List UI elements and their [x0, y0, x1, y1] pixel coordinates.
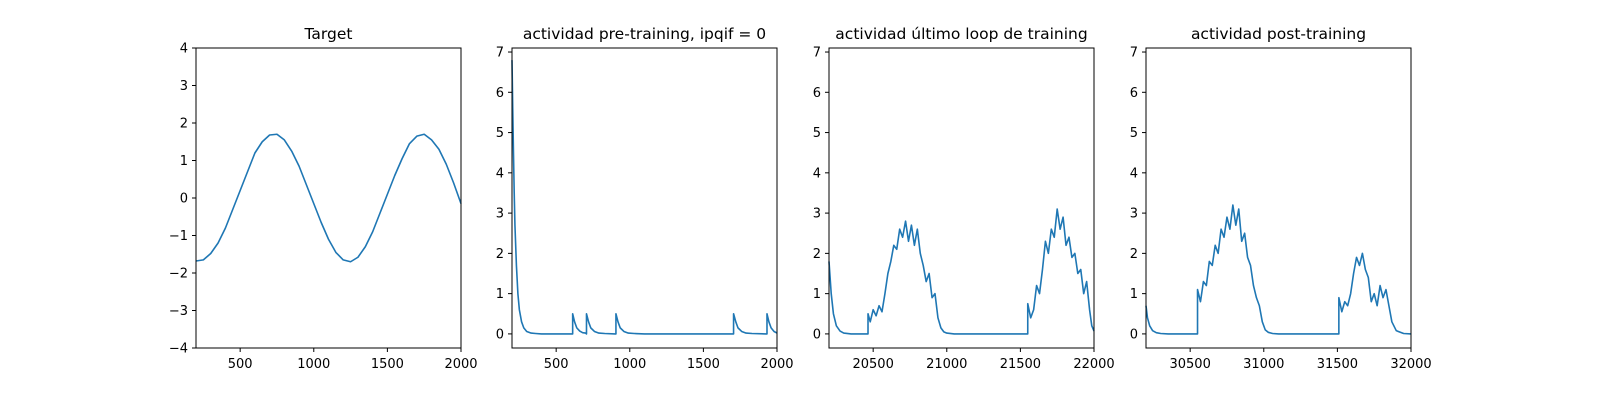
x-tick-label: 2000: [760, 357, 793, 372]
y-tick-label: 3: [813, 207, 821, 222]
axes-frame: [511, 47, 778, 349]
y-tick-label: 2: [180, 117, 188, 132]
subplot-target: Target 500 1000 1500 2000 −4 −3 −2 −1 0 1 2 3 4: [169, 25, 478, 372]
x-tick-label: 1500: [687, 357, 720, 372]
x-tick-label: 1000: [297, 357, 330, 372]
y-tick-label: 3: [1130, 207, 1138, 222]
y-tick-label: 7: [813, 46, 821, 61]
y-tick-label: 7: [1130, 46, 1138, 61]
y-tick-label: 5: [813, 126, 821, 141]
y-tick-label: 1: [813, 287, 821, 302]
x-tick-label: 22000: [1073, 357, 1114, 372]
y-tick-label: 6: [496, 86, 504, 101]
subplot-title: actividad pre-training, ipqif = 0: [523, 25, 766, 43]
y-tick-label: −1: [169, 229, 188, 244]
x-tick-label: 31000: [1243, 357, 1284, 372]
x-tick-label: 1000: [613, 357, 646, 372]
y-tick-label: 0: [813, 327, 821, 342]
y-tick-label: 4: [813, 166, 821, 181]
series-line: [828, 208, 1095, 335]
subplot-title: Target: [304, 25, 353, 43]
y-tick-label: 2: [1130, 247, 1138, 262]
x-tick-label: 31500: [1317, 357, 1358, 372]
series-line: [195, 133, 462, 263]
series-line: [511, 60, 778, 335]
y-tick-label: 2: [813, 247, 821, 262]
x-tick-label: 500: [228, 357, 253, 372]
y-tick-label: −4: [169, 342, 188, 357]
series-line: [1145, 204, 1412, 335]
axes-frame: [1145, 47, 1412, 349]
x-tick-label: 500: [544, 357, 569, 372]
y-tick-label: 7: [496, 46, 504, 61]
y-tick-label: 0: [496, 327, 504, 342]
y-tick-label: 6: [813, 86, 821, 101]
y-tick-label: 3: [180, 79, 188, 94]
y-tick-label: 0: [180, 192, 188, 207]
subplot-post-training: actividad post-training 30500 31000 31500 3…: [1130, 25, 1432, 372]
x-tick-label: 20500: [852, 357, 893, 372]
y-tick-label: 5: [1130, 126, 1138, 141]
x-tick-label: 21500: [1000, 357, 1041, 372]
y-tick-label: 4: [496, 166, 504, 181]
y-tick-label: 4: [180, 42, 188, 57]
y-tick-label: −3: [169, 304, 188, 319]
subplot-title: actividad último loop de training: [835, 25, 1087, 43]
subplot-title: actividad post-training: [1191, 25, 1366, 43]
y-tick-label: 1: [180, 154, 188, 169]
y-tick-label: 6: [1130, 86, 1138, 101]
y-tick-label: 5: [496, 126, 504, 141]
y-tick-label: 3: [496, 207, 504, 222]
y-tick-label: −2: [169, 267, 188, 282]
x-tick-label: 1500: [371, 357, 404, 372]
x-tick-label: 32000: [1390, 357, 1431, 372]
x-tick-label: 2000: [444, 357, 477, 372]
y-tick-label: 0: [1130, 327, 1138, 342]
y-tick-label: 1: [496, 287, 504, 302]
y-tick-label: 1: [1130, 287, 1138, 302]
axes-frame: [828, 47, 1095, 349]
subplot-pre-training: actividad pre-training, ipqif = 0 500 100…: [496, 25, 794, 372]
y-tick-label: 4: [1130, 166, 1138, 181]
y-tick-label: 2: [496, 247, 504, 262]
subplot-last-training-loop: actividad último loop de training 20500 2…: [813, 25, 1115, 372]
x-tick-label: 30500: [1169, 357, 1210, 372]
x-tick-label: 21000: [926, 357, 967, 372]
